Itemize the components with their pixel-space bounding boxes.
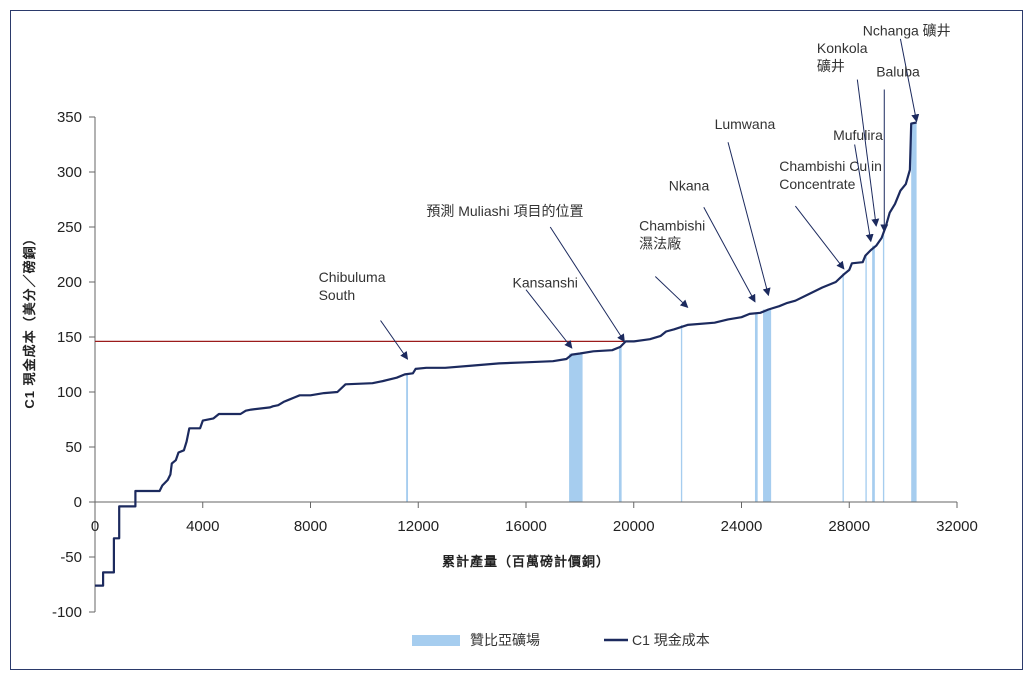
x-tick-label: 28000 [828,518,870,535]
annotation-label: Chambishi [639,217,705,233]
annotation-label: 礦井 [817,58,845,74]
annotation-label: Nchanga 礦井 [863,23,951,39]
legend-bar-swatch [412,635,460,646]
annotation-arrow [654,276,689,308]
annotation-label: Chambishi Cu in [779,158,882,174]
zambia-mine-bar-7 [842,273,844,502]
x-axis-label: 累計產量（百萬磅計價銅） [442,554,610,569]
annotation-arrow [525,289,573,349]
x-tick-label: 16000 [505,518,547,535]
y-tick-label: 50 [65,439,82,456]
y-tick-label: -100 [52,604,82,621]
annotation-arrow [794,205,845,270]
annotation-label: Konkola [817,40,868,56]
zambia-mine-bar-9 [872,245,875,502]
annotation-arrow [727,142,771,297]
annotation-arrow [854,144,874,243]
annotation-arrow [549,226,625,343]
annotation-label: Concentrate [779,176,855,192]
legend-line-label: C1 現金成本 [632,632,710,648]
annotation-label: Kansanshi [513,275,578,291]
x-tick-label: 32000 [936,518,978,535]
zambia-mine-bar-2 [569,353,583,502]
x-tick-label: 20000 [613,518,655,535]
zambia-mine-bar-10 [882,234,885,502]
annotation-label: Lumwana [715,116,776,132]
zambia-mine-bar-6 [763,309,772,502]
y-axis-label: C1 現金成本（美分／磅銅） [22,231,37,408]
y-tick-label: -50 [60,549,82,566]
y-tick-label: 100 [57,384,82,401]
legend: 贊比亞礦場 C1 現金成本 [412,632,710,648]
y-tick-label: 350 [57,109,82,126]
cost-curve-layer [95,121,917,587]
annotation-arrow [899,38,920,123]
annotation-arrow [703,206,756,303]
y-tick-label: 200 [57,274,82,291]
annotation-label: 預測 Muliashi 項目的位置 [426,203,583,219]
annotations: Chibuluma South Kansanshi 預測 Muliashi 項目的位置… [319,23,951,360]
y-tick-label: 250 [57,219,82,236]
y-tick-label: 150 [57,329,82,346]
annotation-label: Nkana [669,178,710,194]
annotation-label: Baluba [876,63,920,79]
annotation-arrow [380,320,409,360]
zambia-mine-bar-3 [618,346,622,502]
zambia-mine-bar-11 [911,123,917,502]
cost-curve-line [95,121,917,587]
legend-bar-label: 贊比亞礦場 [470,632,540,648]
annotation-label: Mufulira [833,127,883,143]
x-tick-label: 8000 [294,518,327,535]
zambia-mine-bars [406,123,917,502]
y-tick-label: 300 [57,164,82,181]
axes: 350 300 250 200 150 100 50 0 -50 -100 0 4000 8000 120… [52,109,978,621]
annotation-label: South [319,287,356,303]
y-tick-label: 0 [74,494,82,511]
x-tick-label: 0 [91,518,99,535]
zambia-mine-bar-5 [754,312,758,502]
annotation-arrow [856,79,880,227]
chart-frame [10,10,1023,670]
x-tick-label: 12000 [397,518,439,535]
zambia-mine-bar-8 [865,255,867,502]
x-tick-label: 4000 [186,518,219,535]
zambia-mine-bar-4 [680,324,683,502]
x-tick-label: 24000 [721,518,763,535]
annotation-label: 濕法廠 [639,235,681,251]
annotation-label: Chibuluma [319,269,386,285]
zambia-mine-bar-1 [406,374,409,502]
